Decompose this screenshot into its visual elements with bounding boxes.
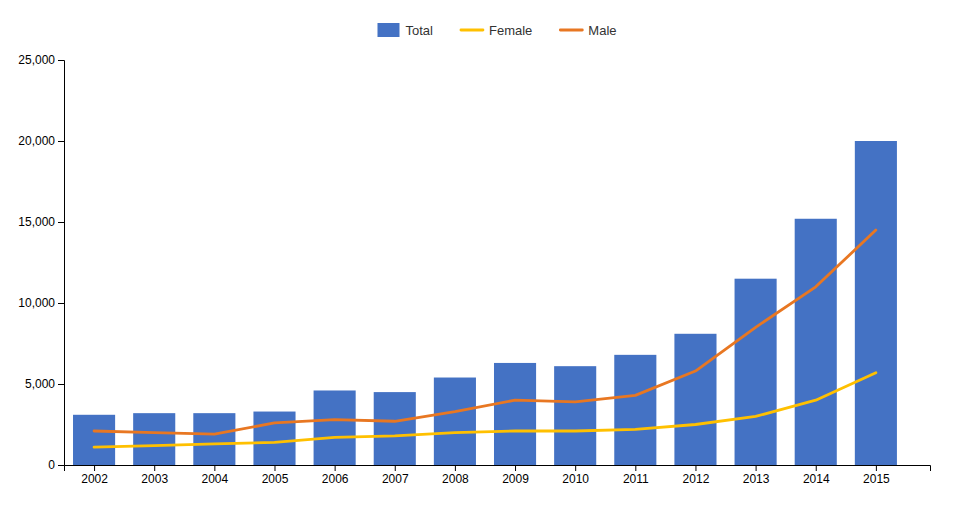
tick-mark: [58, 222, 64, 223]
tick-mark: [515, 465, 516, 471]
tick-label: 5,000: [25, 377, 55, 391]
bar: [735, 279, 777, 465]
tick-label: 2004: [201, 472, 228, 486]
legend-label: Female: [489, 23, 532, 38]
legend: Total Female Male: [377, 23, 616, 38]
legend-item: Total: [377, 23, 433, 38]
tick-mark: [154, 465, 155, 471]
tick-mark: [756, 465, 757, 471]
legend-item: Female: [461, 23, 532, 38]
tick: 2008: [442, 465, 469, 486]
tick-mark: [876, 465, 877, 471]
tick: 2014: [803, 465, 830, 486]
tick-mark: [635, 465, 636, 471]
tick: 2003: [141, 465, 168, 486]
legend-swatch: [377, 23, 399, 37]
tick-label: 2002: [81, 472, 108, 486]
tick-mark: [575, 465, 576, 471]
line: [94, 230, 876, 434]
tick: 2005: [262, 465, 289, 486]
tick: 20,000: [18, 134, 64, 148]
tick-label: 2009: [502, 472, 529, 486]
tick: 2007: [382, 465, 409, 486]
axis-line: [58, 61, 65, 466]
bar: [193, 413, 235, 465]
tick: 2012: [683, 465, 710, 486]
tick: 2010: [562, 465, 589, 486]
x-axis: 2002 2003 2004 2005 2006 2007 2008 2009 2010 2011…: [65, 465, 931, 486]
tick-mark: [58, 465, 64, 466]
tick-mark: [816, 465, 817, 471]
tick-label: 0: [48, 458, 55, 472]
bar: [855, 141, 897, 465]
tick-label: 15,000: [18, 215, 55, 229]
bar: [314, 390, 356, 465]
tick-mark: [395, 465, 396, 471]
bar: [614, 355, 656, 465]
tick-mark: [455, 465, 456, 471]
bar-series: [73, 141, 897, 465]
tick: 15,000: [18, 215, 64, 229]
line: [94, 373, 876, 448]
tick: 2006: [322, 465, 349, 486]
legend-label: Total: [405, 23, 433, 38]
y-axis: 0 5,000 10,000 15,000 20,000 25,000: [18, 53, 64, 472]
tick-mark: [214, 465, 215, 471]
tick-label: 10,000: [18, 296, 55, 310]
tick: 0: [48, 458, 64, 472]
tick: 5,000: [25, 377, 64, 391]
tick-mark: [335, 465, 336, 471]
tick: 2015: [863, 465, 890, 486]
plot: 2002 2003 2004 2005 2006 2007 2008 2009 2010 2011…: [18, 53, 930, 485]
legend-label: Male: [588, 23, 616, 38]
bar: [554, 366, 596, 465]
marks: [73, 141, 897, 465]
legend-item: Male: [560, 23, 616, 38]
tick-mark: [58, 303, 64, 304]
tick-label: 20,000: [18, 134, 55, 148]
tick-label: 2012: [683, 472, 710, 486]
legend-swatch: [461, 29, 483, 32]
tick: 10,000: [18, 296, 64, 310]
tick-label: 2010: [562, 472, 589, 486]
tick: 2013: [743, 465, 770, 486]
bar: [73, 415, 115, 465]
bar: [374, 392, 416, 465]
bar: [494, 363, 536, 465]
bar: [795, 219, 837, 465]
tick: 2011: [623, 465, 649, 486]
axis-line: [65, 466, 931, 472]
tick-label: 25,000: [18, 53, 55, 67]
tick: 25,000: [18, 53, 64, 67]
tick-mark: [94, 465, 95, 471]
bar: [674, 334, 716, 465]
tick: 2002: [81, 465, 108, 486]
chart: 2002 2003 2004 2005 2006 2007 2008 2009 2010 2011…: [0, 0, 960, 509]
tick-mark: [58, 384, 64, 385]
tick-mark: [58, 141, 64, 142]
tick: 2009: [502, 465, 529, 486]
tick-label: 2008: [442, 472, 469, 486]
tick-label: 2007: [382, 472, 409, 486]
tick: 2004: [201, 465, 228, 486]
tick-mark: [695, 465, 696, 471]
bar: [434, 378, 476, 465]
bar: [253, 412, 295, 465]
tick-label: 2013: [743, 472, 770, 486]
legend-swatch: [560, 29, 582, 32]
tick-label: 2014: [803, 472, 830, 486]
tick-mark: [58, 60, 64, 61]
tick-label: 2011: [623, 472, 649, 486]
tick-mark: [274, 465, 275, 471]
tick-label: 2003: [141, 472, 168, 486]
tick-label: 2006: [322, 472, 349, 486]
tick-label: 2005: [262, 472, 289, 486]
tick-label: 2015: [863, 472, 890, 486]
bar: [133, 413, 175, 465]
